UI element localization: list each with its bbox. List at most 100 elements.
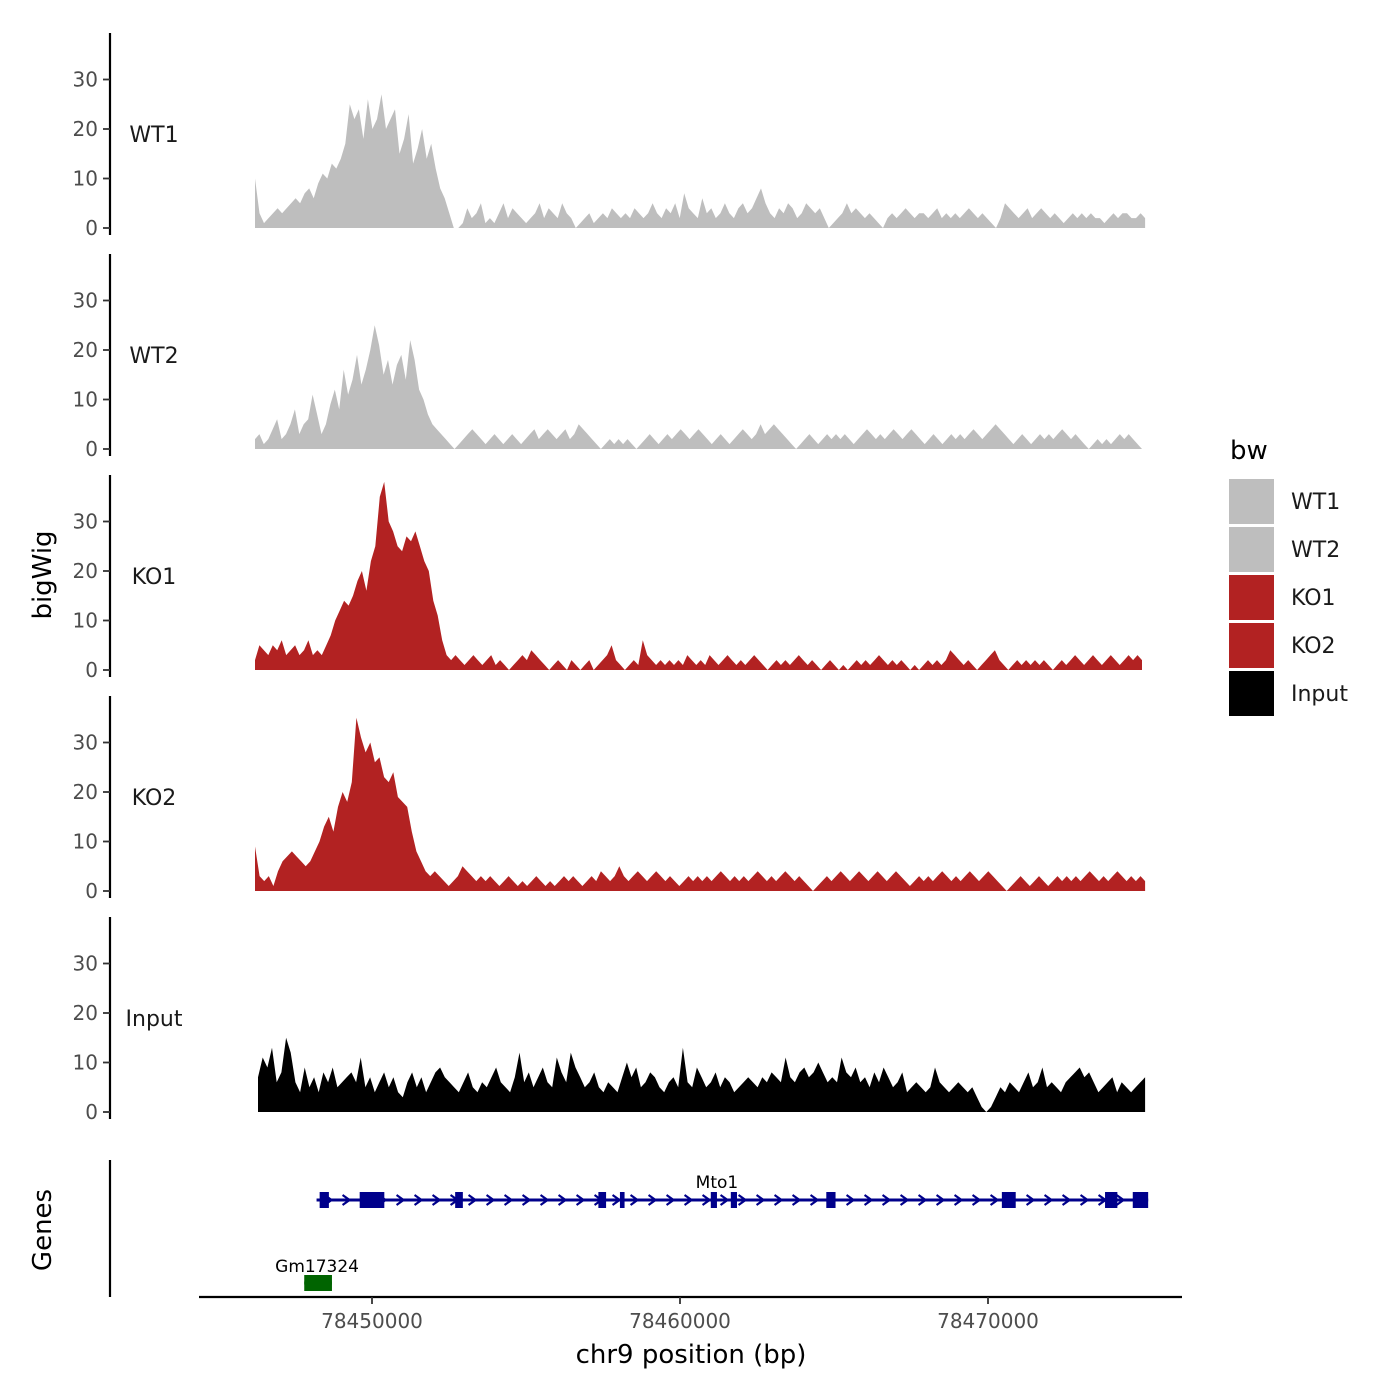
strand-arrow bbox=[899, 1194, 910, 1206]
exon bbox=[1001, 1192, 1016, 1208]
strand-arrow bbox=[701, 1194, 712, 1206]
strand-arrow bbox=[575, 1194, 586, 1206]
track-label-wt1: WT1 bbox=[129, 123, 178, 148]
y-tick-label: 20 bbox=[73, 338, 98, 362]
strand-arrow bbox=[647, 1194, 658, 1206]
legend-swatch bbox=[1229, 527, 1274, 572]
x-tick-label: 78470000 bbox=[937, 1309, 1039, 1333]
strand-arrow bbox=[881, 1194, 892, 1206]
track-input: 0 10 20 30 Input bbox=[73, 917, 1146, 1124]
legend-item-ko1: KO1 bbox=[1229, 575, 1336, 620]
y-tick-label: 0 bbox=[85, 437, 98, 461]
signal-area-wt2 bbox=[255, 325, 1142, 449]
legend-title: bw bbox=[1230, 436, 1268, 466]
legend-item-input: Input bbox=[1229, 671, 1348, 716]
legend-label: KO2 bbox=[1291, 634, 1336, 659]
x-tick-label: 78450000 bbox=[321, 1309, 423, 1333]
legend-item-wt2: WT2 bbox=[1229, 527, 1340, 572]
strand-arrow bbox=[845, 1194, 856, 1206]
exon bbox=[826, 1192, 836, 1208]
strand-arrow bbox=[773, 1194, 784, 1206]
y-tick-label: 30 bbox=[73, 952, 98, 976]
exon bbox=[1132, 1192, 1149, 1208]
gene-track: Mto1 Gm17324 bbox=[108, 1160, 1149, 1297]
track-ko2: 0 10 20 30 KO2 bbox=[73, 696, 1146, 903]
y-tick-label: 30 bbox=[73, 731, 98, 755]
strand-arrow bbox=[809, 1194, 820, 1206]
y-tick-label: 20 bbox=[73, 559, 98, 583]
track-ko1: 0 10 20 30 KO1 bbox=[73, 475, 1142, 682]
strand-arrow bbox=[863, 1194, 874, 1206]
strand-arrow bbox=[665, 1194, 676, 1206]
strand-arrow bbox=[611, 1194, 622, 1206]
exon bbox=[619, 1192, 625, 1208]
y-tick-label: 30 bbox=[73, 289, 98, 313]
y-tick-label: 0 bbox=[85, 1100, 98, 1124]
legend-swatch bbox=[1229, 623, 1274, 668]
strand-arrow bbox=[1043, 1194, 1054, 1206]
x-tick-label: 78460000 bbox=[629, 1309, 731, 1333]
strand-arrow bbox=[485, 1194, 496, 1206]
y-tick-label: 10 bbox=[73, 1051, 98, 1075]
gene-label-mto1: Mto1 bbox=[696, 1173, 739, 1193]
y-tick-label: 20 bbox=[73, 1001, 98, 1025]
exon bbox=[304, 1275, 332, 1291]
exon bbox=[359, 1192, 385, 1208]
strand-arrow bbox=[791, 1194, 802, 1206]
legend-item-wt1: WT1 bbox=[1229, 479, 1340, 524]
x-axis: chr9 position (bp) 78450000 78460000 78470… bbox=[199, 1295, 1182, 1370]
y-tick-label: 20 bbox=[73, 780, 98, 804]
gene-label-gm17324: Gm17324 bbox=[275, 1257, 359, 1277]
y-tick-label: 0 bbox=[85, 879, 98, 903]
track-wt1: 0 10 20 30 WT1 bbox=[73, 33, 1146, 240]
y-tick-label: 10 bbox=[73, 609, 98, 633]
legend-swatch bbox=[1229, 479, 1274, 524]
strand-arrow bbox=[755, 1194, 766, 1206]
legend: bw WT1 WT2 KO1 KO2 Input bbox=[1229, 436, 1348, 716]
x-axis-title: chr9 position (bp) bbox=[576, 1340, 807, 1370]
strand-arrow bbox=[539, 1194, 550, 1206]
strand-arrow bbox=[521, 1194, 532, 1206]
track-label-wt2: WT2 bbox=[129, 344, 178, 369]
strand-arrow bbox=[413, 1194, 424, 1206]
strand-arrow bbox=[989, 1194, 1000, 1206]
strand-arrow bbox=[467, 1194, 478, 1206]
strand-arrow bbox=[683, 1194, 694, 1206]
y-tick-label: 0 bbox=[85, 658, 98, 682]
track-label-ko1: KO1 bbox=[132, 565, 177, 590]
strand-arrow bbox=[395, 1194, 406, 1206]
y-tick-label: 30 bbox=[73, 68, 98, 92]
y-tick-label: 10 bbox=[73, 388, 98, 412]
track-label-ko2: KO2 bbox=[132, 786, 177, 811]
strand-arrow bbox=[503, 1194, 514, 1206]
legend-label: WT2 bbox=[1291, 538, 1340, 563]
strand-arrow bbox=[737, 1194, 748, 1206]
track-wt2: 0 10 20 30 WT2 bbox=[73, 254, 1142, 461]
strand-arrow bbox=[935, 1194, 946, 1206]
legend-item-ko2: KO2 bbox=[1229, 623, 1336, 668]
strand-arrow bbox=[719, 1194, 730, 1206]
track-label-input: Input bbox=[126, 1007, 183, 1032]
strand-arrow bbox=[341, 1194, 352, 1206]
y-tick-label: 0 bbox=[85, 216, 98, 240]
legend-swatch bbox=[1229, 575, 1274, 620]
legend-label: Input bbox=[1291, 682, 1348, 707]
signal-area-ko2 bbox=[255, 717, 1146, 891]
strand-arrow bbox=[953, 1194, 964, 1206]
y-tick-label: 10 bbox=[73, 830, 98, 854]
legend-label: KO1 bbox=[1291, 586, 1336, 611]
gene-gm17324: Gm17324 bbox=[275, 1257, 359, 1291]
exon bbox=[455, 1192, 463, 1208]
signal-area-wt1 bbox=[255, 94, 1146, 228]
strand-arrow bbox=[917, 1194, 928, 1206]
exon bbox=[710, 1192, 717, 1208]
strand-arrow bbox=[557, 1194, 568, 1206]
gene-mto1: Mto1 bbox=[316, 1173, 1149, 1208]
strand-arrow bbox=[1061, 1194, 1072, 1206]
strand-arrow bbox=[629, 1194, 640, 1206]
genes-axis-title: Genes bbox=[28, 1189, 58, 1271]
strand-arrow bbox=[1079, 1194, 1090, 1206]
y-tick-label: 30 bbox=[73, 510, 98, 534]
strand-arrow bbox=[1115, 1194, 1126, 1206]
